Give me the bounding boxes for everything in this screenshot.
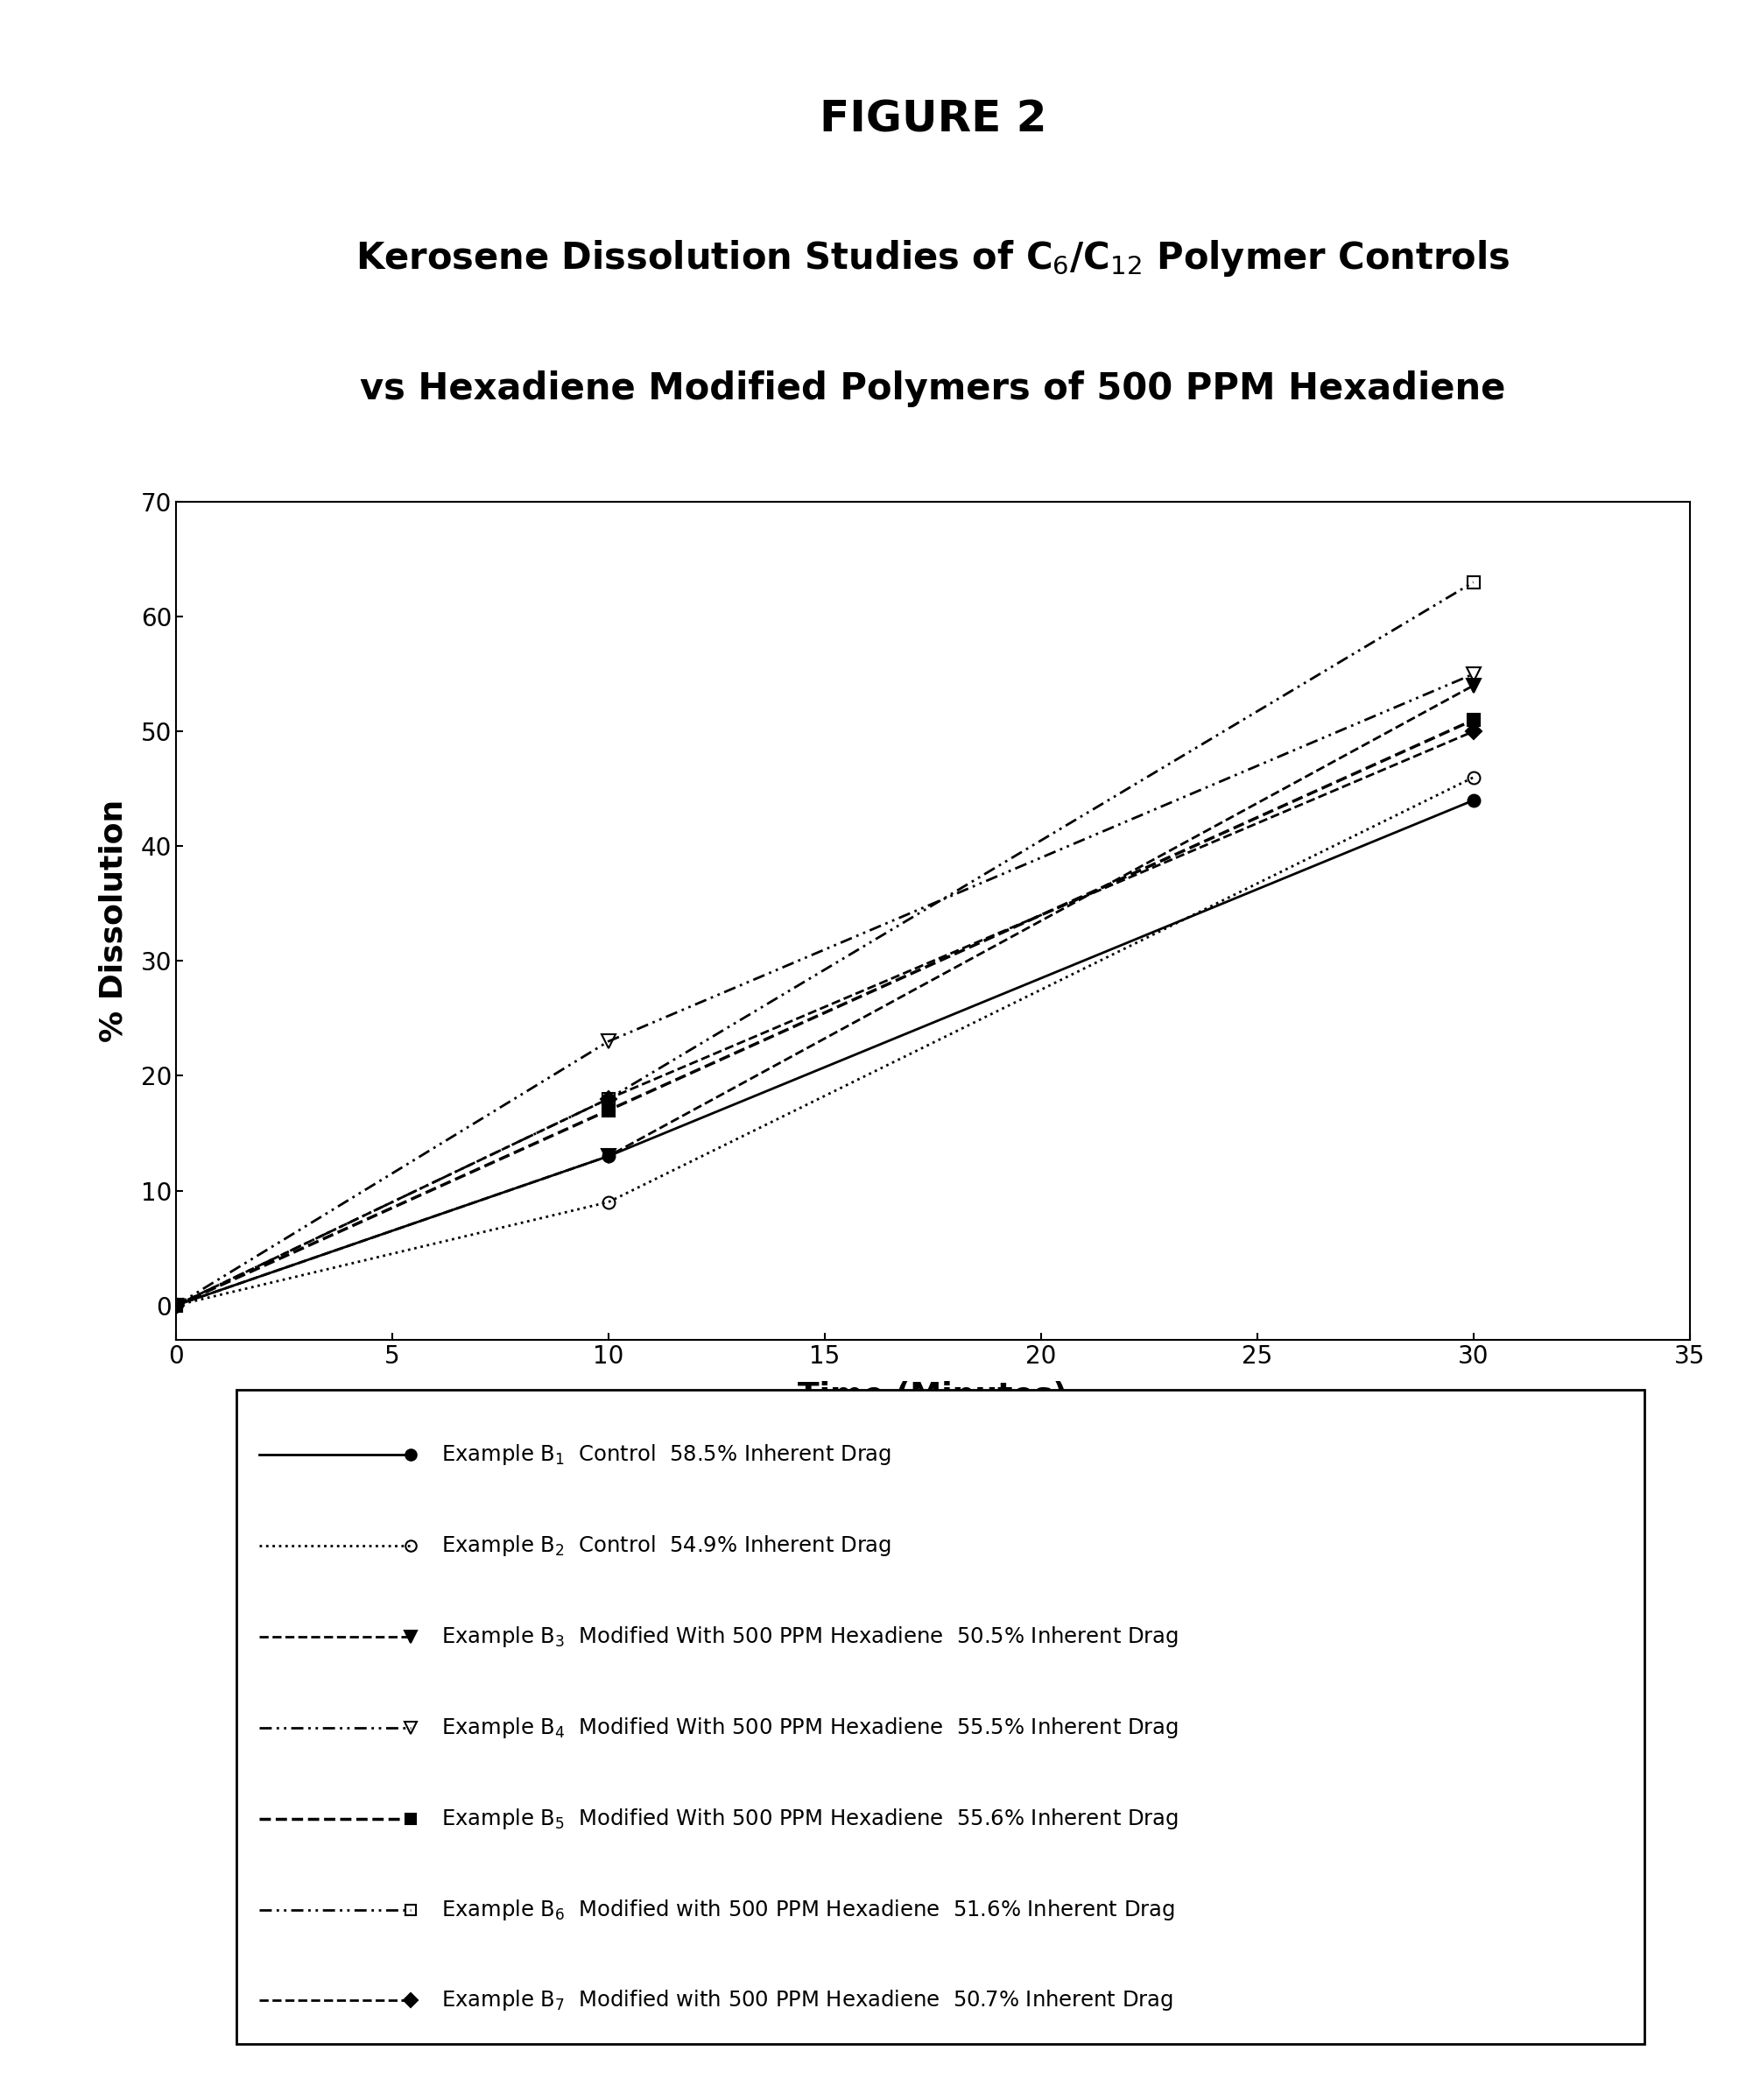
Text: Example B$_4$  Modified With 500 PPM Hexadiene  55.5% Inherent Drag: Example B$_4$ Modified With 500 PPM Hexa…: [440, 1716, 1177, 1741]
Text: Example B$_1$  Control  58.5% Inherent Drag: Example B$_1$ Control 58.5% Inherent Dra…: [440, 1443, 891, 1468]
Y-axis label: % Dissolution: % Dissolution: [99, 800, 128, 1042]
Text: Example B$_2$  Control  54.9% Inherent Drag: Example B$_2$ Control 54.9% Inherent Dra…: [440, 1533, 891, 1558]
Text: Example B$_7$  Modified with 500 PPM Hexadiene  50.7% Inherent Drag: Example B$_7$ Modified with 500 PPM Hexa…: [440, 1989, 1172, 2012]
Text: vs Hexadiene Modified Polymers of 500 PPM Hexadiene: vs Hexadiene Modified Polymers of 500 PP…: [361, 370, 1505, 407]
FancyBboxPatch shape: [236, 1390, 1644, 2043]
Text: FIGURE 2: FIGURE 2: [818, 99, 1047, 141]
Text: Example B$_5$  Modified With 500 PPM Hexadiene  55.6% Inherent Drag: Example B$_5$ Modified With 500 PPM Hexa…: [440, 1806, 1177, 1831]
X-axis label: Time (Minutes): Time (Minutes): [797, 1380, 1068, 1411]
Text: Example B$_6$  Modified with 500 PPM Hexadiene  51.6% Inherent Drag: Example B$_6$ Modified with 500 PPM Hexa…: [440, 1896, 1174, 1922]
Text: Kerosene Dissolution Studies of C$_6$/C$_{12}$ Polymer Controls: Kerosene Dissolution Studies of C$_6$/C$…: [356, 239, 1510, 279]
Text: Example B$_3$  Modified With 500 PPM Hexadiene  50.5% Inherent Drag: Example B$_3$ Modified With 500 PPM Hexa…: [440, 1625, 1177, 1648]
